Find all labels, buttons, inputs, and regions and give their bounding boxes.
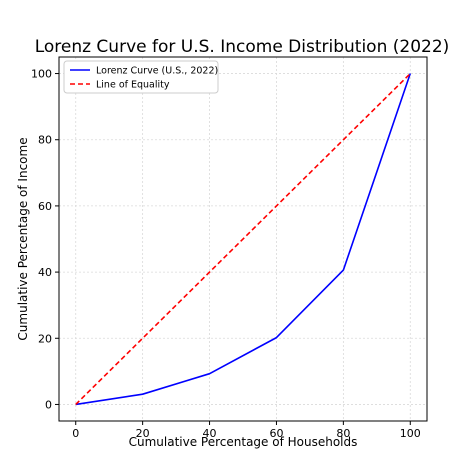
- legend: Lorenz Curve (U.S., 2022) Line of Equali…: [63, 60, 219, 94]
- y-tick-label: 60: [38, 200, 52, 213]
- y-axis-ticks: 0 20 40 60 80 100: [31, 68, 59, 411]
- chart-title: Lorenz Curve for U.S. Income Distributio…: [35, 37, 450, 57]
- plot-frame: [58, 56, 428, 422]
- x-tick-label: 40: [203, 427, 217, 440]
- equality-line: [75, 72, 411, 406]
- y-tick-label: 20: [38, 332, 52, 345]
- series-layer: [75, 72, 412, 406]
- legend-label-equality: Line of Equality: [96, 80, 170, 91]
- x-axis-label: Cumulative Percentage of Households: [129, 435, 358, 449]
- y-axis-label: Cumulative Percentage of Income: [16, 137, 30, 340]
- grid: [59, 57, 427, 421]
- x-tick-label: 60: [269, 427, 283, 440]
- legend-box: [63, 60, 219, 94]
- x-tick-label: 100: [400, 427, 421, 440]
- y-tick-label: 40: [38, 266, 52, 279]
- x-tick-label: 20: [136, 427, 150, 440]
- y-tick-label: 100: [31, 68, 52, 81]
- legend-label-lorenz: Lorenz Curve (U.S., 2022): [96, 66, 218, 77]
- y-tick-label: 80: [38, 134, 52, 147]
- y-tick-label: 0: [45, 398, 52, 411]
- lorenz-curve-line: [75, 73, 412, 406]
- x-tick-label: 0: [72, 427, 79, 440]
- x-tick-label: 80: [336, 427, 350, 440]
- x-axis-ticks: 0 20 40 60 80 100: [72, 421, 421, 440]
